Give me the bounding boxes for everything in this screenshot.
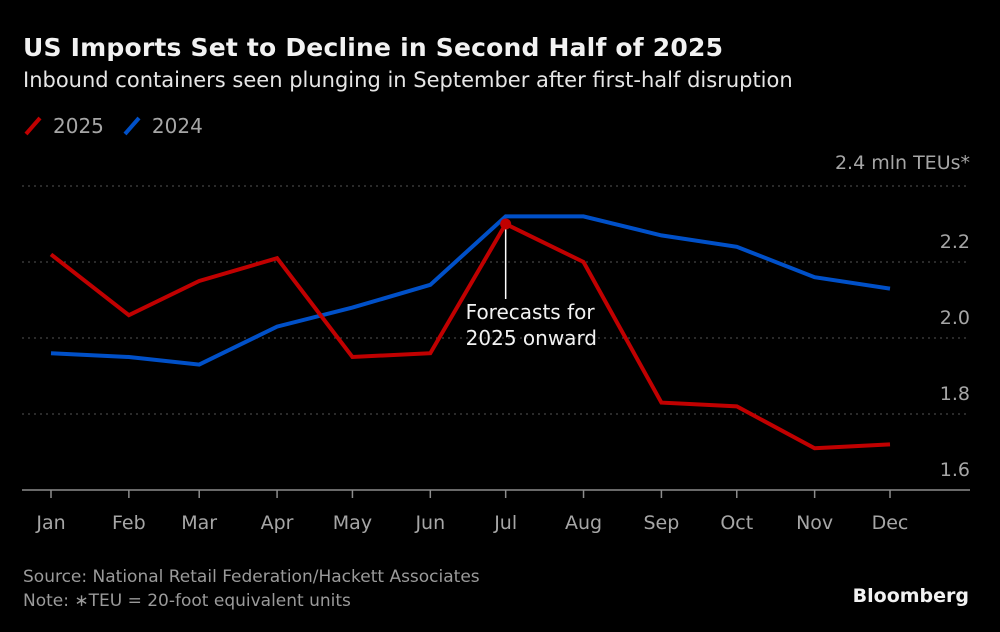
teu-note: Note: ∗TEU = 20-foot equivalent units [23,591,351,611]
y-tick-label: 2.0 [940,307,970,329]
legend-label-2024: 2024 [151,114,203,138]
x-tick-label: Jun [414,512,445,534]
x-tick-label: Apr [261,512,294,534]
x-tick-label: Jan [35,512,65,534]
annotation-marker [500,218,512,230]
y-tick-label: 1.8 [940,383,970,405]
legend-swatch-2025 [24,116,42,136]
chart-subtitle: Inbound containers seen plunging in Sept… [23,68,793,92]
x-tick-label: Nov [796,512,833,534]
series-line-2025 [49,221,891,451]
annotation-text: 2025 onward [466,326,597,350]
x-tick-label: Sep [644,512,680,534]
legend-item-2024: 2024 [122,114,203,138]
x-tick-label: Dec [872,512,909,534]
x-tick-label: Oct [720,512,753,534]
legend-swatch-2024 [123,116,141,136]
legend: 2025 2024 [23,114,221,138]
x-tick-label: Feb [112,512,146,534]
series-line-2024 [50,214,891,367]
annotation-text: Forecasts for [466,300,596,324]
x-tick-label: Mar [181,512,217,534]
bloomberg-logo: Bloomberg [852,585,969,607]
legend-label-2025: 2025 [53,114,104,138]
footer: Source: National Retail Federation/Hacke… [23,565,480,613]
y-axis-unit-label: 2.4 mln TEUs* [834,152,970,174]
chart-title: US Imports Set to Decline in Second Half… [23,33,724,62]
x-tick-label: Aug [565,512,602,534]
y-tick-label: 1.6 [940,459,970,481]
y-tick-label: 2.2 [940,231,970,253]
legend-item-2025: 2025 [23,114,104,138]
x-tick-label: May [333,512,372,534]
source-note: Source: National Retail Federation/Hacke… [23,567,480,587]
x-tick-label: Jul [493,512,517,534]
